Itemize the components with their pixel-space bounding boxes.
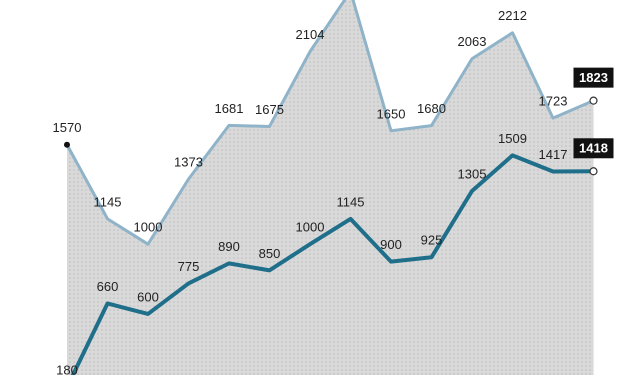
start-point: [64, 141, 70, 148]
data-label: 1000: [134, 220, 163, 235]
end-point: [589, 167, 598, 176]
data-label: 2104: [296, 27, 325, 42]
data-label: 180: [56, 363, 78, 375]
data-label: 1680: [417, 101, 446, 116]
area-texture: [67, 0, 594, 375]
data-label: 890: [218, 239, 240, 254]
data-label: 925: [421, 233, 443, 248]
data-label: 660: [97, 279, 119, 294]
data-label: 775: [178, 259, 200, 274]
data-label: 1373: [174, 155, 203, 170]
data-label: 1570: [53, 120, 82, 135]
data-label: 900: [380, 237, 402, 252]
data-label: 2212: [498, 8, 527, 23]
data-label: 1000: [296, 220, 325, 235]
data-label: 1417: [539, 147, 568, 162]
data-label: 1650: [377, 106, 406, 121]
data-label: 1681: [215, 101, 244, 116]
label-box: [573, 138, 614, 159]
data-label: 1145: [337, 194, 365, 209]
series-line: [70, 153, 594, 375]
data-label: 1145: [94, 194, 122, 209]
end-point: [589, 96, 598, 105]
data-label: 1305: [458, 166, 487, 181]
data-label: 1418: [579, 141, 608, 156]
data-label: 1509: [498, 131, 527, 146]
data-label: 600: [137, 289, 159, 304]
data-label: 850: [259, 246, 281, 261]
data-label: 1723: [539, 94, 568, 109]
label-box: [573, 67, 614, 88]
data-label: 1823: [579, 70, 608, 85]
data-label: 1675: [255, 102, 284, 117]
series-line: [65, 0, 595, 246]
data-label: 2063: [458, 34, 487, 49]
